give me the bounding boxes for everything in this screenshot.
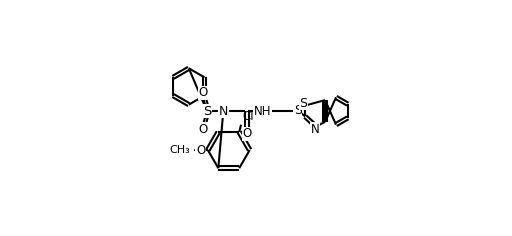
Text: O: O <box>198 123 207 136</box>
Text: N: N <box>311 123 319 136</box>
Text: NH: NH <box>253 105 271 118</box>
Text: O: O <box>198 86 207 99</box>
Text: O: O <box>242 127 251 140</box>
Text: S: S <box>300 97 307 110</box>
Text: Cl: Cl <box>242 110 253 123</box>
Text: S: S <box>294 104 302 117</box>
Text: S: S <box>203 105 211 118</box>
Text: CH₃: CH₃ <box>169 145 190 155</box>
Text: methoxy: methoxy <box>190 149 196 150</box>
Text: N: N <box>219 105 228 118</box>
Text: O: O <box>196 143 205 156</box>
